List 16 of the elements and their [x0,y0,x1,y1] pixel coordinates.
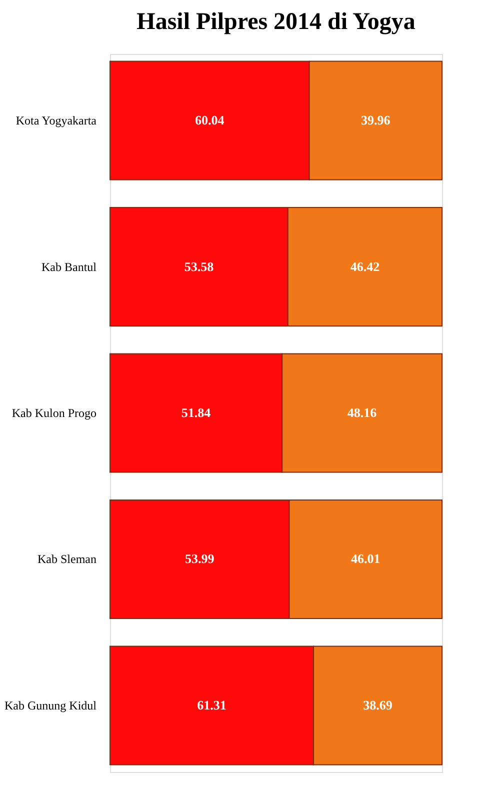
y-tick-label: Kab Bantul [42,260,98,274]
data-label: 39.96 [361,112,391,128]
data-label: 46.01 [351,551,380,566]
y-tick-label: Kota Yogyakarta [16,114,98,128]
data-label: 51.84 [181,405,212,420]
data-label: 53.99 [185,551,215,566]
y-tick-label: Kab Sleman [38,552,96,566]
data-label: 53.58 [184,258,214,274]
data-label: 61.31 [197,697,226,712]
chart-title: Hasil Pilpres 2014 di Yogya [136,9,416,35]
data-label: 60.04 [195,112,225,128]
data-label: 48.16 [347,405,378,420]
y-tick-label: Kab Gunung Kidul [4,698,98,712]
data-label: 46.42 [350,258,380,274]
y-tick-label: Kab Kulon Progo [12,406,96,420]
data-label: 38.69 [363,697,393,712]
